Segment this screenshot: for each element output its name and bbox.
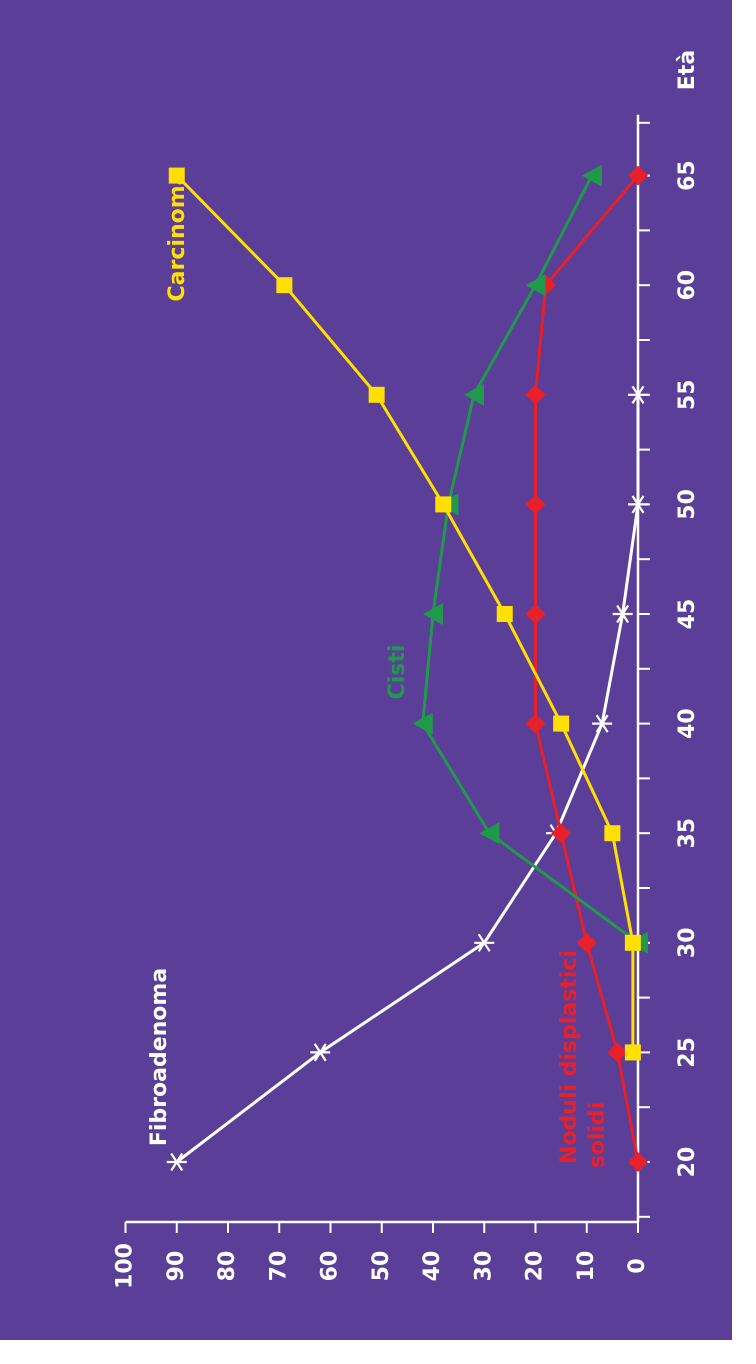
series-line [177, 176, 633, 1053]
line-chart: 0 10 20 30 40 50 60 70 80 90 100 20 25 30 35 40 45 50 55 6… [0, 0, 732, 1340]
data-point [526, 714, 546, 734]
x-tick-label: 20 [675, 1147, 700, 1178]
data-point [369, 387, 385, 403]
data-point [553, 716, 569, 732]
y-tick-label: 20 [523, 1251, 548, 1282]
series-diamond [526, 166, 649, 1172]
x-tick-label: 50 [675, 489, 700, 520]
y-tick-label: 0 [625, 1258, 650, 1273]
annotation-label: Fibroadenoma [147, 968, 172, 1146]
data-point [497, 606, 513, 622]
data-point [625, 1044, 641, 1060]
x-tick-label: 35 [675, 818, 700, 849]
x-tick-label: 55 [675, 379, 700, 410]
x-tick-label: 45 [675, 599, 700, 630]
annotation-label: Noduli displastici [557, 950, 582, 1164]
y-tick-label: 80 [215, 1251, 240, 1282]
data-point [464, 384, 484, 406]
y-tick-label: 100 [113, 1243, 138, 1289]
data-point [625, 935, 641, 951]
x-tick-label: 30 [675, 927, 700, 958]
data-point [551, 823, 571, 843]
y-tick-label: 60 [318, 1251, 343, 1282]
y-tick-label: 30 [471, 1251, 496, 1282]
data-point [435, 496, 451, 512]
annotation-label: Cisti [385, 645, 410, 700]
x-tick-label: 40 [675, 708, 700, 739]
y-tick-label: 50 [369, 1251, 394, 1282]
y-tick-label: 70 [266, 1251, 291, 1282]
data-point [479, 822, 499, 844]
data-point [526, 385, 546, 405]
data-point [526, 494, 546, 514]
x-axis-label: Età [675, 50, 700, 90]
y-tick-label: 40 [420, 1251, 445, 1282]
y-tick-label: 90 [164, 1251, 189, 1282]
series-line [536, 176, 639, 1162]
data-point [582, 165, 602, 187]
data-point [577, 933, 597, 953]
chart-background: 0 10 20 30 40 50 60 70 80 90 100 20 25 30 35 40 45 50 55 6… [0, 0, 732, 1340]
x-tick-label: 65 [675, 160, 700, 191]
data-point [526, 274, 546, 296]
data-point [604, 825, 620, 841]
data-point [628, 1152, 648, 1172]
x-tick-label: 25 [675, 1037, 700, 1068]
data-point [608, 1042, 628, 1062]
data-point [526, 604, 546, 624]
series-square [169, 168, 641, 1061]
annotation-label: Carcinoma [165, 171, 190, 302]
x-tick-label: 60 [675, 270, 700, 301]
y-tick-label: 10 [574, 1251, 599, 1282]
data-point [276, 277, 292, 293]
annotation-label: solidi [585, 1102, 610, 1169]
